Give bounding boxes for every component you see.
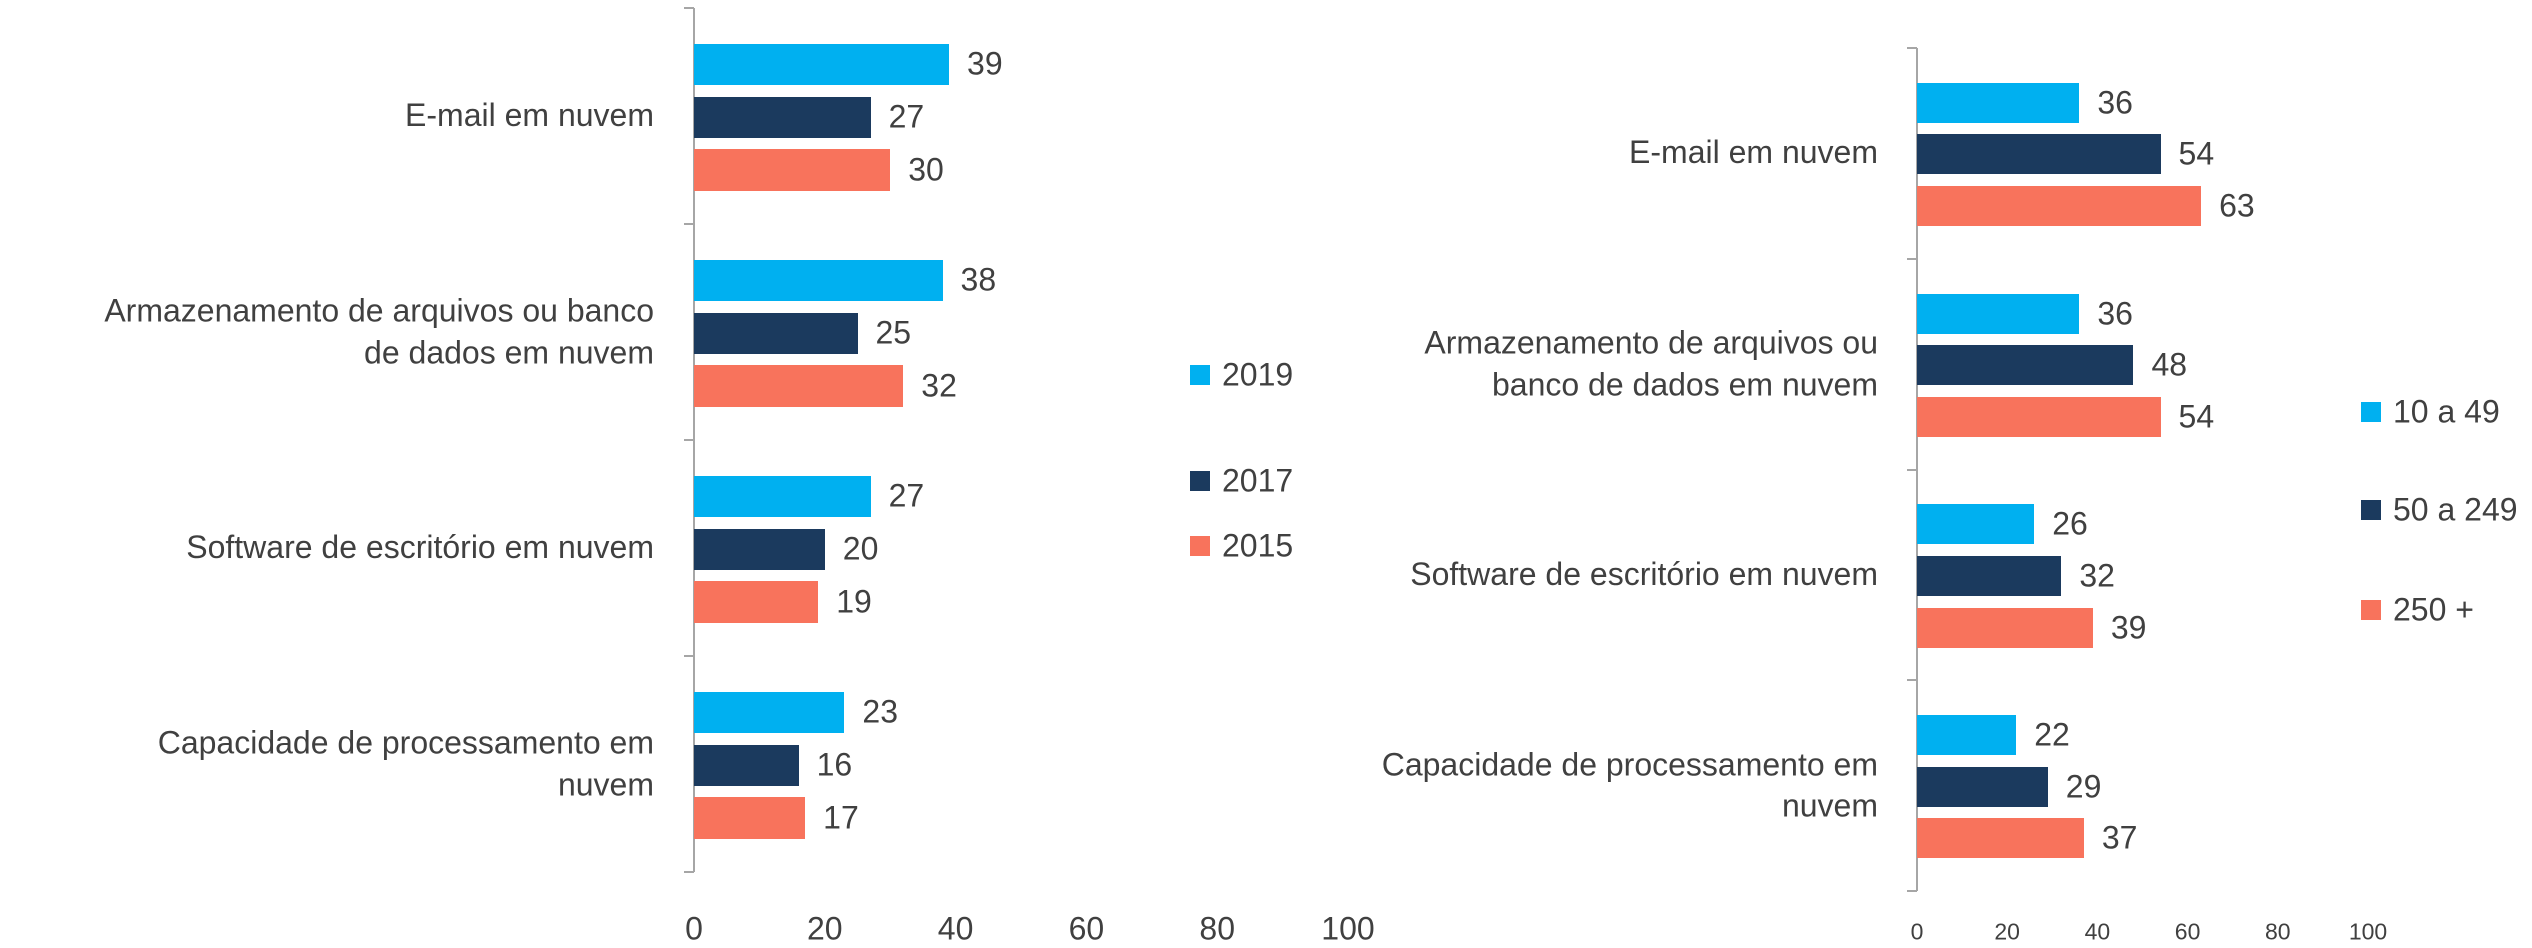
- value-label: 30: [908, 151, 944, 188]
- value-label: 39: [2110, 609, 2147, 646]
- category-label: Software de escritório em nuvem: [186, 529, 654, 566]
- legend-label: 2017: [1222, 462, 1294, 499]
- legend-label: 250 +: [2393, 591, 2474, 628]
- axis-tick: [1907, 468, 1917, 471]
- bar: [694, 581, 819, 623]
- legend-swatch: [2361, 402, 2381, 422]
- legend-label: 10 a 49: [2393, 393, 2500, 430]
- bar: [1917, 186, 2202, 227]
- x-tick-label: 80: [1199, 910, 1235, 947]
- axis-line: [1916, 48, 1918, 891]
- x-tick-label: 20: [807, 910, 843, 947]
- value-label: 32: [2079, 557, 2115, 594]
- value-label: 39: [967, 45, 1003, 82]
- value-label: 17: [823, 799, 859, 836]
- axis-tick: [684, 223, 694, 225]
- axis-tick: [1907, 257, 1917, 260]
- bar: [694, 475, 871, 517]
- value-label: 38: [960, 261, 997, 298]
- bar: [1917, 607, 2093, 648]
- value-label: 16: [816, 746, 853, 783]
- x-tick-label: 0: [1910, 918, 1924, 945]
- value-label: 27: [888, 98, 925, 135]
- axis-tick: [684, 655, 694, 657]
- value-label: 36: [2097, 295, 2133, 332]
- category-label: Armazenamento de arquivos ou banco de da…: [1424, 324, 1878, 403]
- value-label: 25: [875, 314, 912, 351]
- value-label: 63: [2219, 187, 2255, 224]
- bar: [694, 149, 891, 191]
- value-label: 27: [888, 477, 925, 514]
- axis-tick: [1907, 679, 1917, 682]
- bar: [1917, 345, 2134, 386]
- value-label: 23: [862, 693, 898, 730]
- axis-tick: [684, 871, 694, 873]
- x-tick-label: 100: [2348, 918, 2388, 945]
- legend-swatch: [2361, 500, 2381, 520]
- bar: [1917, 766, 2048, 807]
- bar: [1917, 555, 2062, 596]
- legend-label: 2015: [1222, 527, 1294, 564]
- bar: [1917, 818, 2084, 859]
- category-label: Capacidade de processamento em nuvem: [1381, 746, 1878, 824]
- axis-tick: [684, 439, 694, 441]
- value-label: 29: [2065, 768, 2102, 805]
- x-tick-label: 0: [685, 910, 703, 947]
- bar: [1917, 504, 2035, 545]
- x-tick-label: 100: [1321, 910, 1375, 947]
- bar: [694, 312, 858, 354]
- value-label: 20: [842, 530, 879, 567]
- legend-label: 50 a 249: [2393, 491, 2518, 528]
- legend-label: 2019: [1222, 356, 1294, 393]
- x-tick-label: 60: [1068, 910, 1105, 947]
- category-label: E-mail em nuvem: [405, 97, 654, 134]
- value-label: 48: [2151, 346, 2188, 383]
- value-label: 54: [2178, 398, 2215, 435]
- category-label: Armazenamento de arquivos ou banco de da…: [104, 292, 654, 370]
- bar: [694, 365, 904, 407]
- bar: [694, 797, 806, 839]
- axis-tick: [684, 7, 694, 9]
- axis-tick: [1907, 47, 1917, 49]
- bar: [1917, 82, 2080, 123]
- bar: [1917, 715, 2017, 756]
- bar: [694, 43, 950, 85]
- bar: [694, 744, 799, 786]
- bar: [1917, 293, 2080, 334]
- legend-swatch: [2361, 600, 2381, 620]
- value-label: 32: [921, 367, 957, 404]
- legend-swatch: [1190, 536, 1210, 556]
- value-label: 54: [2178, 135, 2215, 172]
- x-tick-label: 40: [937, 910, 974, 947]
- bar: [694, 259, 943, 301]
- bar: [1917, 134, 2161, 175]
- category-label: E-mail em nuvem: [1629, 134, 1878, 171]
- x-tick-label: 80: [2265, 918, 2291, 945]
- category-label: Capacidade de processamento em nuvem: [157, 724, 654, 802]
- axis-line: [693, 8, 695, 872]
- value-label: 37: [2101, 819, 2138, 856]
- value-label: 36: [2097, 84, 2133, 121]
- x-tick-label: 20: [1994, 918, 2020, 945]
- value-label: 22: [2034, 716, 2070, 753]
- legend-swatch: [1190, 365, 1210, 385]
- bar: [694, 691, 845, 733]
- axis-tick: [1907, 890, 1917, 892]
- category-label: Software de escritório em nuvem: [1410, 556, 1878, 593]
- legend-swatch: [1190, 471, 1210, 491]
- bar: [694, 528, 825, 570]
- x-tick-label: 40: [2084, 918, 2111, 945]
- value-label: 26: [2052, 505, 2088, 542]
- bar: [694, 96, 871, 138]
- bar: [1917, 396, 2161, 437]
- value-label: 19: [836, 583, 872, 620]
- x-tick-label: 60: [2174, 918, 2201, 945]
